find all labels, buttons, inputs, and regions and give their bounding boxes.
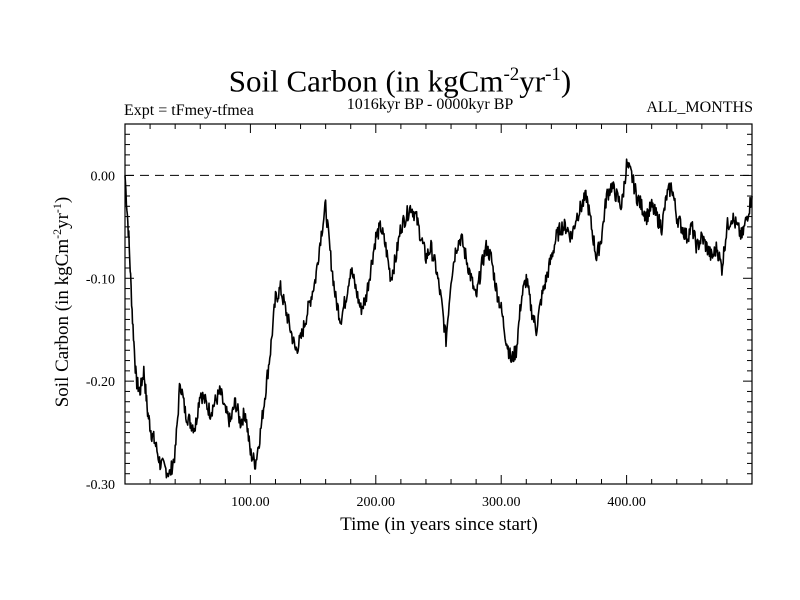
y-tick-label: -0.20 bbox=[86, 375, 115, 390]
chart-title: Soil Carbon (in kgCm-2yr-1) bbox=[228, 63, 572, 99]
y-axis-label-part: ) bbox=[52, 197, 73, 203]
y-axis-label-part: yr bbox=[52, 212, 73, 229]
plot-frame bbox=[124, 123, 753, 485]
y-axis-label-part: -1 bbox=[50, 203, 64, 213]
y-tick-label: -0.10 bbox=[86, 272, 115, 287]
months-label: ALL_MONTHS bbox=[646, 99, 753, 116]
x-tick-label: 400.00 bbox=[607, 495, 646, 510]
plot-layer: 100.00 200.00 300.00 400.00 0.00 -0.10 -0.20 -0… bbox=[86, 123, 753, 510]
y-axis-label: Soil Carbon (in kgCm-2yr-1) bbox=[50, 197, 73, 408]
x-tick-label: 300.00 bbox=[482, 495, 521, 510]
series-line bbox=[124, 158, 753, 479]
x-axis-label: Time (in years since start) bbox=[340, 514, 538, 535]
time-range-label: 1016kyr BP - 0000kyr BP bbox=[346, 96, 514, 113]
y-tick-label: -0.30 bbox=[86, 478, 115, 493]
y-axis-label-part: Soil Carbon (in kgCm bbox=[52, 239, 73, 408]
x-tick-label: 200.00 bbox=[357, 495, 396, 510]
x-tick-label: 100.00 bbox=[231, 495, 270, 510]
y-tick-label: 0.00 bbox=[91, 169, 116, 184]
experiment-label: Expt = tFmey-tfmea bbox=[124, 102, 254, 119]
y-axis-label-part: -2 bbox=[50, 229, 64, 239]
